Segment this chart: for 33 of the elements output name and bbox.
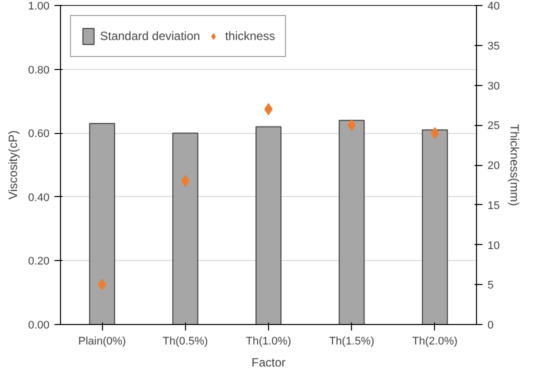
y2-tick-label: 25 xyxy=(488,120,500,132)
y-axis-title: Viscosity(cP) xyxy=(6,130,20,200)
y2-axis-title: Thickness(mm) xyxy=(508,124,522,206)
y-tick-label: 0.20 xyxy=(28,256,50,268)
y-tick-label: 0.60 xyxy=(28,128,50,140)
y-tick-label: 0.80 xyxy=(28,64,50,76)
legend-label: thickness xyxy=(225,29,276,43)
y2-tick-label: 30 xyxy=(488,80,500,92)
point xyxy=(98,278,106,291)
x-axis-title: Factor xyxy=(251,356,286,370)
point xyxy=(264,103,273,116)
x-tick-label: Plain(0%) xyxy=(78,336,126,348)
legend-label: Standard deviation xyxy=(100,29,200,43)
bar xyxy=(89,123,116,324)
y2-tick-label: 20 xyxy=(488,160,500,172)
bar xyxy=(338,120,365,324)
bar xyxy=(422,129,448,324)
y-tick-label: 0.40 xyxy=(28,192,50,204)
x-tick-label: Th(1.0%) xyxy=(246,336,292,348)
point xyxy=(430,127,440,140)
y-tick-label: 1.00 xyxy=(28,0,50,12)
y2-tick-label: 15 xyxy=(488,200,500,212)
y2-tick-label: 35 xyxy=(488,40,500,52)
y2-tick-label: 5 xyxy=(488,280,494,292)
x-tick-label: Th(1.5%) xyxy=(329,336,374,348)
x-tick-label: Th(2.0%) xyxy=(412,336,458,348)
bar xyxy=(256,126,282,324)
bar xyxy=(172,132,198,324)
y2-tick-label: 10 xyxy=(488,240,500,252)
y2-tick-label: 40 xyxy=(488,0,500,12)
y-tick-label: 0.00 xyxy=(28,320,50,332)
x-tick-label: Th(0.5%) xyxy=(162,336,208,348)
y2-tick-label: 0 xyxy=(488,320,494,332)
